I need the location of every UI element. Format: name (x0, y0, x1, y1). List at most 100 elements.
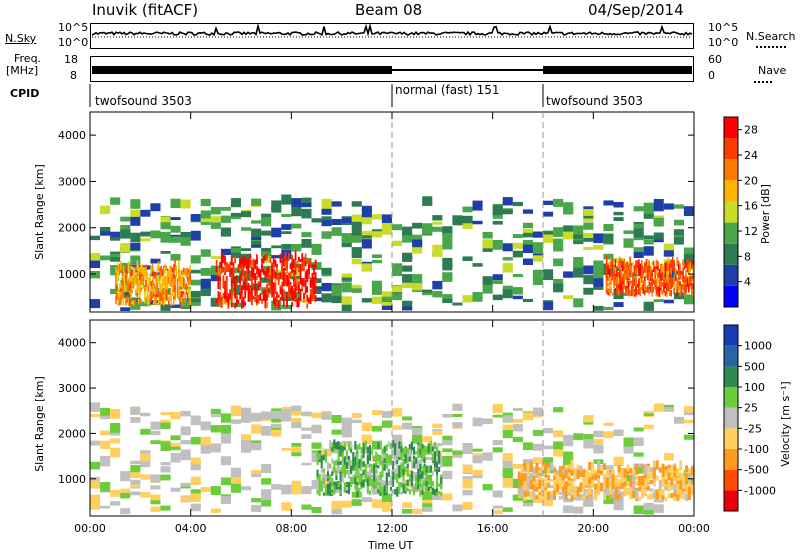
power-cell (299, 269, 302, 278)
power-cell (686, 277, 689, 287)
power-cell (692, 265, 694, 275)
power-cell (512, 234, 523, 238)
velocity-cell (429, 465, 432, 473)
power-cell (583, 275, 594, 285)
power-cell (653, 206, 664, 212)
power-cell (620, 284, 623, 291)
power-cell (309, 259, 312, 268)
power-cell (146, 293, 149, 302)
power-cell (110, 237, 121, 241)
velocity-cell (429, 481, 432, 487)
velocity-cell (611, 490, 615, 498)
velocity-cell (377, 454, 380, 461)
time-tick-label: 00:00 (678, 522, 710, 535)
velocity-cell (432, 443, 443, 447)
velocity-cell (670, 477, 674, 481)
velocity-cell (271, 408, 282, 412)
power-cell (225, 285, 228, 296)
velocity-cell (170, 435, 181, 441)
velocity-cell (452, 504, 463, 512)
velocity-cell (261, 490, 272, 501)
velocity-cell (368, 452, 371, 461)
power-cell (291, 206, 302, 217)
velocity-cell (120, 492, 131, 499)
power-cell (251, 198, 262, 206)
velocity-cell (392, 408, 403, 417)
velocity-cell (200, 421, 211, 431)
velocity-cell (413, 455, 416, 459)
velocity-cell (579, 482, 583, 492)
velocity-cell (351, 419, 362, 424)
power-cell (309, 280, 312, 286)
power-cell (134, 299, 136, 307)
power-cell (672, 257, 674, 267)
velocity-cell (404, 450, 407, 460)
power-cell (271, 255, 282, 259)
velocity-cell (331, 486, 342, 493)
power-cell (670, 274, 672, 282)
velocity-cell (140, 492, 151, 498)
power-cell (163, 275, 165, 279)
power-cell (176, 278, 179, 287)
velocity-cell (140, 474, 151, 480)
power-cell (262, 256, 265, 264)
velocity-cell (130, 406, 141, 415)
power-cell (361, 298, 372, 303)
velocity-cell (472, 417, 483, 427)
velocity-cell (404, 466, 407, 472)
velocity-cell (440, 480, 443, 490)
power-cell (261, 261, 263, 265)
power-cell (251, 260, 253, 269)
velocity-cell (400, 467, 403, 477)
power-cell (402, 281, 413, 288)
power-cell (635, 269, 637, 274)
velocity-cell (550, 490, 553, 495)
velocity-cell (653, 403, 664, 412)
velocity-cell (190, 460, 201, 471)
velocity-cell (316, 489, 319, 495)
velocity-cell (517, 473, 521, 478)
velocity-cell (626, 464, 630, 471)
power-colorbar-cell (724, 138, 738, 160)
power-cell (185, 272, 188, 279)
power-cell (236, 275, 238, 280)
power-cell (673, 204, 684, 209)
power-cell (625, 263, 627, 270)
power-cell (492, 240, 503, 250)
power-cell (691, 275, 693, 281)
velocity-cell (617, 494, 621, 500)
power-cell (308, 272, 310, 280)
power-cell (638, 288, 640, 294)
velocity-cell (150, 440, 161, 445)
velocity-cell (341, 464, 344, 471)
power-cell (629, 256, 631, 266)
power-cell (120, 295, 122, 301)
velocity-cell (543, 478, 554, 482)
velocity-cell (375, 482, 378, 489)
velocity-cell (140, 457, 151, 462)
velocity-cell (381, 486, 384, 495)
power-cell (170, 293, 172, 304)
power-cell (293, 258, 295, 269)
velocity-cell (655, 489, 659, 494)
velocity-cell (529, 491, 533, 500)
power-cell (225, 277, 228, 287)
power-cell (281, 268, 283, 276)
velocity-cell (358, 487, 361, 494)
velocity-cell (538, 475, 542, 480)
power-cell (620, 259, 623, 269)
velocity-cell (583, 434, 594, 441)
velocity-cell (644, 478, 647, 488)
velocity-cell (358, 466, 361, 474)
velocity-cell (623, 487, 627, 497)
velocity-cell (348, 470, 351, 480)
power-cell (647, 286, 649, 293)
velocity-cell (343, 482, 346, 492)
velocity-cell (368, 468, 371, 472)
power-cell (266, 269, 268, 278)
velocity-cell (371, 440, 382, 450)
freq-panel (90, 56, 694, 82)
power-cell (152, 284, 155, 292)
power-cell (217, 291, 220, 299)
power-cell (669, 286, 671, 296)
